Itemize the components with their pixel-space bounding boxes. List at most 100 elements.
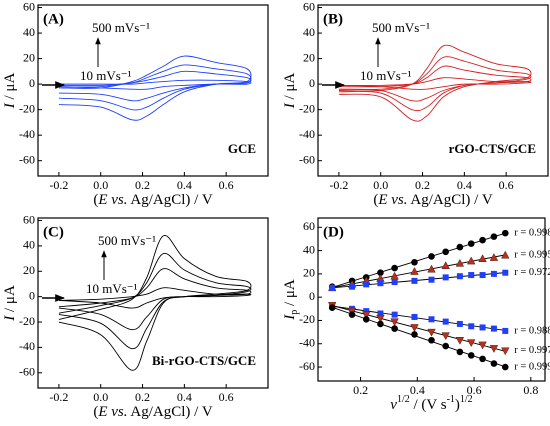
data-point — [479, 272, 486, 279]
data-point — [490, 270, 497, 277]
cv-curve — [58, 268, 252, 331]
y-tick-label: -20 — [299, 312, 315, 326]
data-point — [489, 253, 499, 261]
y-axis-label: I / μA — [2, 285, 18, 322]
y-axis-label: I / μA — [2, 73, 18, 110]
data-point — [377, 280, 384, 287]
y-tick-label: 60 — [23, 0, 35, 13]
label-part: / (V s — [410, 397, 447, 413]
y-tick-label: 0 — [309, 76, 315, 90]
electrode-label: Bi-rGO-CTS/GCE — [152, 353, 256, 368]
x-tick-label: 0.4 — [410, 383, 425, 397]
data-point — [411, 258, 418, 266]
label-part: -1 — [447, 394, 455, 405]
data-point — [501, 229, 509, 237]
data-point — [363, 308, 370, 315]
electrode-label: rGO-CTS/GCE — [449, 141, 536, 156]
label-part: I — [2, 315, 18, 322]
scan-rate-high: 500 mVs⁻¹ — [372, 20, 430, 35]
scan-rate-low: 10 mVs⁻¹ — [86, 281, 138, 296]
cv-curve — [58, 252, 252, 350]
data-point — [428, 316, 435, 323]
data-point — [479, 236, 486, 244]
cv-curve — [58, 55, 252, 121]
x-tick-label: -0.2 — [329, 178, 348, 192]
y-tick-label: 60 — [23, 212, 35, 226]
label-part: I — [282, 102, 298, 109]
x-axis-label: v1/2 / (V s-1)1/2 — [390, 394, 472, 413]
data-point — [456, 273, 463, 280]
cv-curve — [338, 77, 532, 90]
data-point — [456, 243, 464, 251]
data-point — [377, 320, 384, 328]
y-tick-label: 60 — [303, 0, 315, 13]
scan-rate-high: 500 mVs⁻¹ — [92, 20, 150, 35]
data-point — [501, 363, 509, 371]
label-part: ( — [93, 404, 98, 420]
x-tick-label: 0.2 — [135, 390, 150, 404]
data-point — [455, 337, 465, 345]
y-tick-label: 20 — [303, 50, 315, 64]
data-point — [329, 284, 336, 291]
x-tick-label: 0.6 — [499, 178, 514, 192]
cv-curve — [58, 287, 252, 309]
data-point — [442, 248, 449, 256]
data-point — [328, 304, 336, 311]
x-tick-label: 0.0 — [93, 178, 108, 192]
data-point — [502, 269, 509, 276]
panel-label: (B) — [323, 11, 343, 27]
r-value: r = 0.997 — [514, 345, 550, 356]
data-point — [490, 325, 497, 332]
data-point — [349, 283, 356, 290]
x-tick-label: 0.6 — [467, 383, 482, 397]
panel-label: (D) — [323, 224, 344, 240]
x-axis-label: (E vs. Ag/AgCl) / V — [93, 404, 212, 420]
data-point — [467, 240, 475, 247]
fit-line — [332, 306, 506, 368]
fit-line — [332, 305, 506, 331]
label-part: Ag/AgCl) / V — [408, 192, 493, 208]
cv-curve — [338, 44, 532, 122]
x-tick-label: 0.8 — [523, 383, 538, 397]
fit-line — [332, 272, 506, 289]
data-point — [442, 342, 449, 350]
plot-frame — [37, 4, 269, 177]
data-point — [377, 269, 384, 277]
label-part: I — [2, 102, 18, 109]
data-point — [467, 256, 476, 265]
x-tick-label: 0.6 — [219, 390, 234, 404]
x-tick-label: 0.4 — [177, 178, 192, 192]
y-tick-label: 20 — [303, 266, 315, 280]
y-tick-label: -20 — [19, 314, 35, 328]
x-tick-label: 0.4 — [457, 178, 472, 192]
label-part: / μA — [282, 73, 298, 104]
plot-frame — [37, 217, 269, 389]
y-tick-label: 40 — [23, 25, 35, 39]
scan-rate-low: 10 mVs⁻¹ — [80, 68, 132, 83]
data-point — [391, 311, 398, 318]
data-point — [467, 339, 476, 348]
data-point — [489, 345, 499, 353]
label-part: E vs. — [97, 192, 127, 208]
data-point — [428, 253, 435, 260]
data-point — [501, 250, 510, 259]
data-point — [390, 318, 399, 327]
y-tick-label: -20 — [19, 101, 35, 115]
y-tick-label: -20 — [299, 101, 315, 115]
y-tick-label: 20 — [23, 263, 35, 277]
data-point — [410, 267, 419, 275]
data-point — [362, 311, 371, 320]
cv-curve — [58, 79, 252, 90]
data-point — [427, 328, 436, 337]
r-value: r = 0.972 — [514, 267, 550, 278]
y-tick-label: -40 — [299, 127, 315, 141]
data-point — [411, 313, 418, 320]
label-part: v — [390, 397, 397, 413]
data-point — [348, 311, 356, 318]
x-tick-label: 0.2 — [415, 178, 430, 192]
cv-curve — [338, 56, 532, 112]
x-tick-label: -0.2 — [49, 178, 68, 192]
data-point — [501, 347, 510, 356]
label-part: Ag/AgCl) / V — [128, 192, 213, 208]
label-part: / μA — [282, 279, 298, 310]
